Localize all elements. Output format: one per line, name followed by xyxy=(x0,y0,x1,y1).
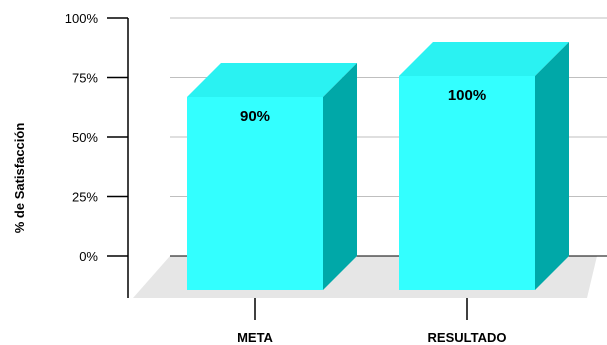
y-tick-label: 0% xyxy=(79,249,98,264)
bar xyxy=(187,63,357,290)
y-tick-label: 100% xyxy=(65,11,99,26)
y-tick-label: 50% xyxy=(72,130,98,145)
bar-top-face xyxy=(187,63,357,97)
bar-side-face xyxy=(323,63,357,290)
bar xyxy=(399,42,569,290)
data-label: 100% xyxy=(448,87,486,104)
bar-side-face xyxy=(535,42,569,290)
y-tick-label: 25% xyxy=(72,190,98,205)
x-category-label: RESULTADO xyxy=(428,330,507,345)
y-axis-title: % de Satisfacción xyxy=(12,123,27,234)
bar-front-face xyxy=(187,97,323,290)
x-category-label: META xyxy=(237,330,273,345)
y-tick-label: 75% xyxy=(72,71,98,86)
bar-front-face xyxy=(399,76,535,290)
data-label: 90% xyxy=(240,108,270,125)
bar-top-face xyxy=(399,42,569,76)
